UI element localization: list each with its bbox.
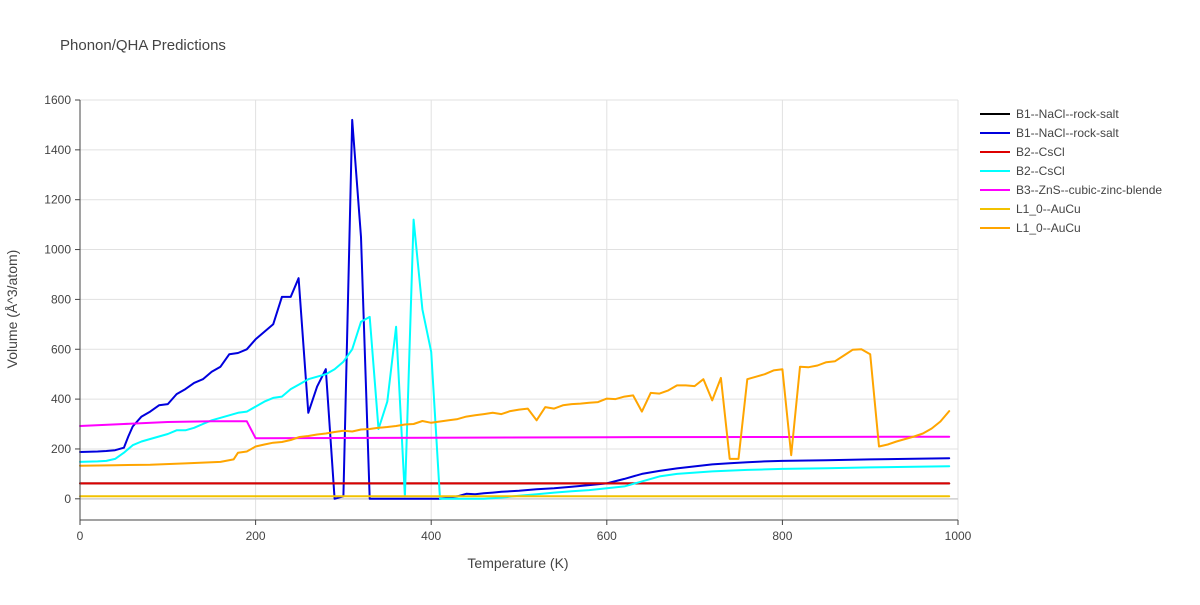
y-axis-label: Volume (Å^3/atom) — [4, 250, 20, 369]
legend-item-4[interactable]: B3--ZnS--cubic-zinc-blende — [980, 183, 1162, 197]
legend-label: B3--ZnS--cubic-zinc-blende — [1016, 183, 1162, 197]
legend-item-3[interactable]: B2--CsCl — [980, 164, 1065, 178]
y-tick-label: 200 — [51, 442, 71, 456]
legend-item-1[interactable]: B1--NaCl--rock-salt — [980, 126, 1119, 140]
legend-label: L1_0--AuCu — [1016, 221, 1081, 235]
x-tick-label: 800 — [772, 529, 792, 543]
legend: B1--NaCl--rock-salt B1--NaCl--rock-salt B2… — [980, 107, 1162, 235]
y-tick-label: 0 — [64, 492, 71, 506]
legend-item-5[interactable]: L1_0--AuCu — [980, 202, 1081, 216]
axis-layer: 0 200 400 600 800 1000 0 200 400 600 800 1000 1200 14… — [44, 93, 971, 543]
series-line-6 — [79, 348, 951, 467]
x-axis-label: Temperature (K) — [467, 555, 568, 571]
series-line-3 — [79, 218, 951, 500]
legend-label: B2--CsCl — [1016, 164, 1065, 178]
y-tick-label: 600 — [51, 342, 71, 356]
y-tick-label: 1600 — [44, 93, 71, 107]
y-tick-label: 1000 — [44, 243, 71, 257]
y-tick-label: 800 — [51, 292, 71, 306]
y-tick-label: 1400 — [44, 143, 71, 157]
x-tick-label: 400 — [421, 529, 441, 543]
legend-item-2[interactable]: B2--CsCl — [980, 145, 1065, 159]
series-line-1 — [79, 118, 951, 500]
legend-item-0[interactable]: B1--NaCl--rock-salt — [980, 107, 1119, 121]
legend-label: B1--NaCl--rock-salt — [1016, 107, 1119, 121]
chart-title: Phonon/QHA Predictions — [60, 37, 226, 54]
x-tick-label: 600 — [597, 529, 617, 543]
x-tick-label: 200 — [246, 529, 266, 543]
y-tick-label: 400 — [51, 392, 71, 406]
x-tick-label: 0 — [77, 529, 84, 543]
x-tick-label: 1000 — [945, 529, 972, 543]
legend-label: L1_0--AuCu — [1016, 202, 1081, 216]
legend-item-6[interactable]: L1_0--AuCu — [980, 221, 1081, 235]
legend-label: B2--CsCl — [1016, 145, 1065, 159]
grid-layer — [80, 99, 959, 520]
legend-label: B1--NaCl--rock-salt — [1016, 126, 1119, 140]
series-layer — [79, 118, 951, 500]
series-line-4 — [79, 420, 951, 440]
y-tick-label: 1200 — [44, 193, 71, 207]
